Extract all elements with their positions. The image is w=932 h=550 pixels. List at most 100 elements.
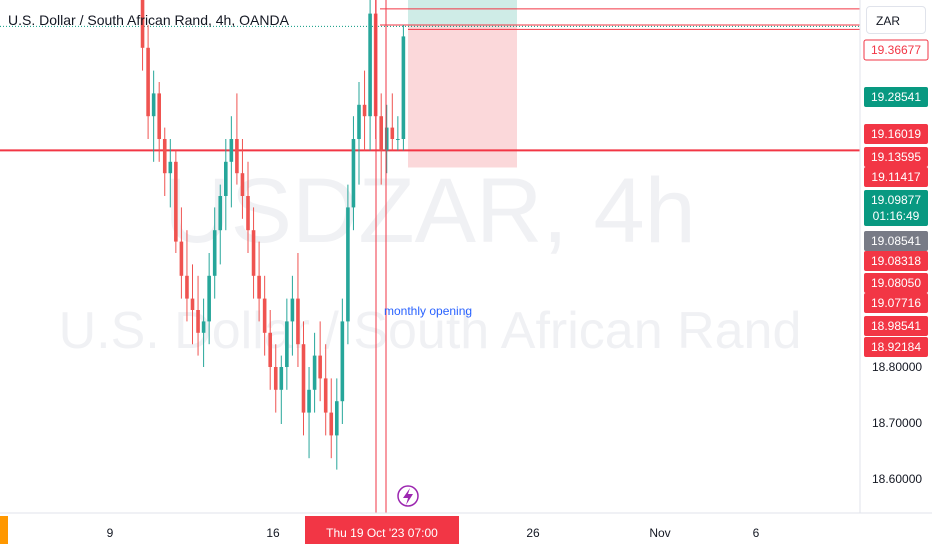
candle [384,104,389,174]
candle [151,70,156,162]
candle [240,139,245,219]
lightning-icon [397,485,419,507]
candle-body [273,367,278,390]
long-position-tool[interactable] [408,0,517,168]
candle-body [179,241,184,276]
price-label-box [864,206,928,226]
candle-body [218,196,223,231]
price-label: 18.98541 [864,316,928,336]
candle [196,275,200,356]
candle-body [162,139,167,174]
candle [346,184,350,345]
price-label-text: 19.08318 [871,254,921,268]
candle-body [240,173,245,196]
crosshair-date-label: Thu 19 Oct '23 07:00 [305,516,459,544]
candle-body [368,13,372,117]
candle [290,275,295,356]
price-label-box [864,316,928,336]
price-label-text: 18.98541 [871,319,921,333]
price-label: 01:16:49 [864,206,928,226]
price-label-text: 19.11417 [871,170,920,184]
price-label-text: 19.36677 [871,43,921,57]
candle-body [229,139,234,162]
session-marker [0,516,8,544]
candle-body [379,116,383,151]
monthly-opening-label: monthly opening [384,304,472,318]
time-axis: 9 16 26 Nov 6 Thu 19 Oct '23 07:00 [0,512,932,550]
candle [296,253,300,367]
candle [218,184,223,265]
price-label-box [864,251,928,271]
candle [329,378,334,459]
candle-body [340,321,345,402]
candle-body [396,139,400,140]
candle [307,367,311,459]
candle-body [246,196,250,231]
candle-body [285,321,289,367]
candle [368,0,372,151]
price-axis: 18.80000 18.70000 18.60000 19.36677 19.28541… [859,0,932,513]
candle-body [207,275,211,322]
target-zone [408,0,517,27]
candle-body [390,127,395,139]
candle-body [190,298,195,310]
price-label: 19.08050 [864,273,928,293]
price-label-box [864,293,928,313]
currency-button[interactable]: ZAR [866,6,926,34]
y-tick-label: 18.80000 [872,360,922,374]
price-label-box [864,273,928,293]
candle [212,207,217,299]
candle [235,93,239,185]
candle [207,253,211,345]
candle-body [301,344,306,413]
candle [140,0,145,71]
candle [273,344,278,413]
x-tick-label: 6 [753,526,760,540]
time-axis-bg [0,513,932,550]
candle-body [329,412,334,436]
candle [301,321,306,436]
x-tick-label: 9 [107,526,114,540]
candle-body [312,355,317,390]
candle-body [151,93,156,117]
candle [262,275,267,356]
price-label: 19.09877 [864,190,928,210]
candle-body [279,367,284,390]
candle-body [174,161,178,242]
price-label: 19.13595 [864,147,928,167]
candle-body [196,310,200,333]
price-label: 19.28541 [864,87,928,107]
price-label-box [864,167,928,187]
x-tick-label: Nov [649,526,670,540]
candle [335,378,339,470]
candle-body [201,321,206,333]
price-label: 19.07716 [864,293,928,313]
candle-body [307,389,311,413]
price-label-text: 19.28541 [871,90,921,104]
candle [323,344,328,436]
lightning-icon-bolt [403,488,413,505]
horizontal-lines [0,8,860,152]
candle [190,264,195,345]
price-label: 19.08541 [864,231,928,251]
price-label-box [864,87,928,107]
y-tick-label: 18.60000 [872,472,922,486]
candle [224,139,228,231]
candle-body [296,298,300,345]
price-label-box [864,147,928,167]
candle [357,82,361,185]
crosshair-date-text: Thu 19 Oct '23 07:00 [326,526,438,540]
watermark-name: U.S. Dollar / South African Rand [59,302,802,360]
candle-body [318,355,322,379]
overlay: monthly opening [375,0,472,513]
price-label-text: 19.09877 [871,193,921,207]
candle-body [251,230,256,276]
candle-body [212,230,217,276]
candle-body [235,139,239,174]
candle-body [185,275,189,299]
price-label-text: 19.16019 [871,127,921,141]
price-label-text: 19.08050 [871,276,921,290]
price-label-text: 19.07716 [871,296,921,310]
price-label: 19.08318 [864,251,928,271]
